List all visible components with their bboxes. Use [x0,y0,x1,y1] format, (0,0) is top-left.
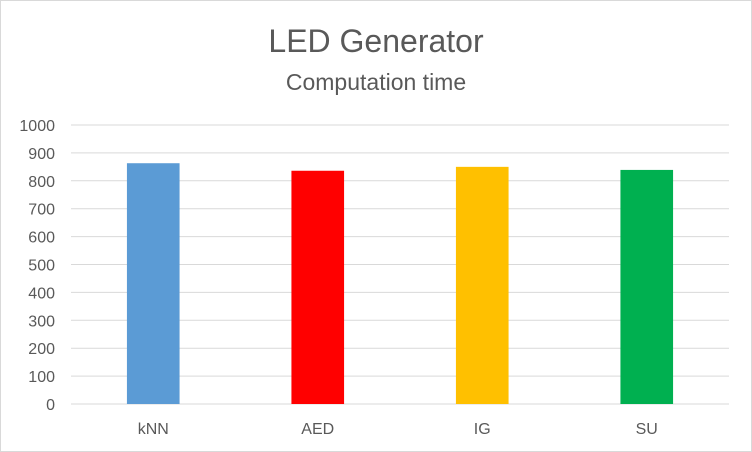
bars [126,163,674,404]
chart-title: LED Generator [268,23,484,59]
y-tick-label: 200 [28,341,55,358]
y-tick-label: 1000 [19,118,55,135]
x-tick-label: kNN [138,421,169,438]
y-tick-label: 400 [28,285,55,302]
y-tick-label: 900 [28,146,55,163]
y-tick-label: 800 [28,174,55,191]
gridlines [71,124,729,405]
y-tick-label: 600 [28,230,55,247]
y-tick-label: 0 [46,397,55,414]
x-tick-label: AED [301,421,334,438]
x-axis-tick-labels: kNN AED IG SU [138,421,658,438]
bar-ig [455,166,509,404]
x-tick-label: IG [474,421,491,438]
y-axis-tick-labels: 0 100 200 300 400 500 600 700 800 900 1000 [19,118,55,414]
chart-subtitle: Computation time [285,69,467,95]
y-tick-label: 700 [28,202,55,219]
bar-knn [126,163,180,404]
y-tick-label: 500 [28,258,55,275]
y-tick-label: 300 [28,313,55,330]
bar-aed [291,170,345,404]
x-tick-label: SU [636,421,658,438]
bar-su [620,169,674,404]
y-tick-label: 100 [28,369,55,386]
